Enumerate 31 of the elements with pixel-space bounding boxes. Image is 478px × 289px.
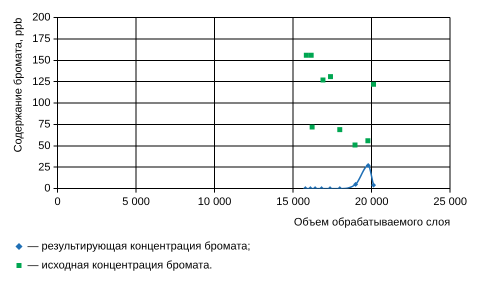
- y-tick-label: 125: [32, 76, 51, 88]
- x-tick-label: 25 000: [433, 196, 468, 208]
- y-tick-label: 175: [32, 33, 51, 46]
- point: [308, 52, 314, 58]
- point: [352, 142, 358, 148]
- x-tick-label: 20 000: [354, 196, 388, 208]
- point: [304, 52, 309, 58]
- x-axis-title: Объем обрабатываемого слоя: [294, 216, 450, 228]
- point: [371, 182, 376, 188]
- y-tick-label: 75: [38, 118, 51, 131]
- y-tick-label: 25: [38, 161, 51, 174]
- point: [371, 82, 376, 87]
- y-tick-label: 50: [38, 140, 51, 152]
- y-axis-title: Содержание бромата, ppb: [12, 18, 25, 152]
- legend-label: — исходная концентрация бромата.: [28, 260, 212, 272]
- point: [366, 163, 371, 168]
- point: [353, 182, 358, 187]
- point: [328, 74, 333, 80]
- x-tick-label: 15 000: [276, 196, 310, 208]
- y-tick-label: 150: [32, 54, 51, 66]
- x-tick-label: 10 000: [198, 196, 232, 208]
- y-tick-label: 200: [32, 12, 51, 24]
- y-tick-label: 0: [44, 182, 51, 195]
- point: [320, 78, 326, 82]
- x-tick-label: 5 000: [122, 196, 150, 208]
- point: [310, 124, 315, 130]
- x-tick-label: 0: [54, 196, 61, 208]
- y-tick-label: 100: [32, 97, 51, 110]
- point: [365, 138, 370, 144]
- point: [337, 127, 342, 132]
- legend-label: — результирующая концентрация бромата;: [28, 240, 250, 253]
